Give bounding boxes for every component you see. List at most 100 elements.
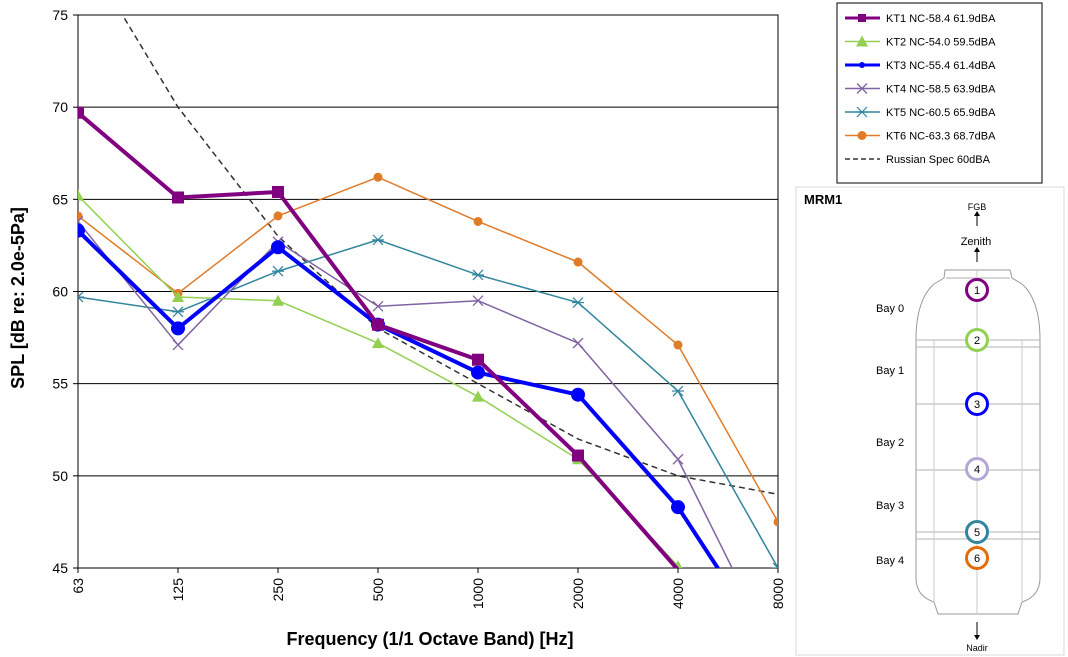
marker-x-stroke — [172, 339, 184, 351]
legend: KT1 NC-58.4 61.9dBA KT2 NC-54.0 59.5dBA KT… — [836, 2, 1043, 184]
series-line — [78, 239, 778, 568]
bay-labels: Bay 0 Bay 1 Bay 2 Bay 3 Bay 4 — [876, 303, 904, 567]
mic-location-5: 5 — [965, 520, 989, 544]
bay-label: Bay 0 — [876, 303, 904, 315]
legend-label: KT2 NC-54.0 59.5dBA — [886, 37, 996, 49]
mic-location-6: 6 — [965, 546, 989, 570]
x-tick-label: 500 — [370, 578, 386, 602]
diagram-frame — [795, 186, 1065, 656]
legend-label: Russian Spec 60dBA — [886, 154, 991, 166]
zenith-label: Zenith — [961, 236, 992, 248]
marker-circle — [571, 387, 585, 402]
marker-square — [858, 14, 866, 22]
marker-star — [572, 297, 584, 308]
marker-star — [78, 291, 84, 303]
marker-star-stroke — [78, 296, 84, 303]
series-line — [78, 176, 778, 523]
bay-label: Bay 4 — [876, 555, 904, 567]
marker-square — [78, 106, 84, 119]
mic-location-number: 4 — [974, 464, 980, 476]
marker-dot — [673, 340, 683, 350]
marker-x-stroke — [572, 337, 584, 349]
mic-location-ring — [965, 520, 989, 544]
y-axis-ticks: 45 50 55 60 65 70 75 — [52, 7, 78, 576]
marker-dot — [773, 517, 778, 527]
series-5 — [78, 234, 778, 568]
nadir-arrow-head — [974, 635, 980, 640]
marker-circle — [78, 223, 85, 238]
marker-star — [172, 306, 184, 318]
mic-location-3: 3 — [965, 392, 989, 416]
legend-entry: KT6 NC-63.3 68.7dBA — [845, 131, 996, 143]
marker-dot — [857, 131, 867, 140]
mic-location-ring — [965, 546, 989, 570]
legend-label: KT4 NC-58.5 63.9dBA — [886, 84, 996, 96]
x-axis-ticks: 63 125 250 500 1000 2000 4000 8000 — [70, 568, 786, 609]
marker-square — [172, 191, 184, 204]
mic-location-ring — [965, 392, 989, 416]
bay-label: Bay 1 — [876, 365, 904, 377]
marker-triangle — [172, 291, 184, 303]
marker-square — [372, 318, 384, 331]
mic-location-number: 6 — [974, 553, 980, 565]
marker-x-stroke — [78, 215, 84, 223]
bay-label: Bay 2 — [876, 437, 904, 449]
legend-label: KT5 NC-60.5 65.9dBA — [886, 107, 996, 119]
zenith-arrow-head — [974, 247, 980, 252]
legend-box — [836, 2, 1043, 184]
series-3 — [78, 223, 721, 568]
mic-location-ring — [965, 328, 989, 352]
y-tick-label: 45 — [52, 560, 68, 576]
x-tick-label: 4000 — [670, 578, 686, 609]
nadir-label: Nadir — [966, 643, 988, 653]
plot-area — [77, 14, 779, 569]
marker-star — [672, 385, 684, 397]
marker-circle — [171, 321, 185, 336]
marker-circle — [271, 240, 285, 255]
series-layer — [78, 15, 778, 568]
marker-star — [772, 562, 778, 568]
marker-star — [856, 106, 868, 118]
series-line — [78, 220, 733, 568]
y-tick-label: 55 — [52, 376, 68, 392]
marker-x — [172, 339, 184, 351]
marker-x — [472, 295, 484, 307]
marker-triangle — [472, 390, 484, 402]
marker-square — [472, 353, 484, 366]
legend-entry: KT4 NC-58.5 63.9dBA — [845, 83, 996, 96]
x-tick-label: 125 — [170, 578, 186, 602]
marker-x — [572, 337, 584, 349]
marker-x — [856, 83, 868, 94]
legend-entry: KT3 NC-55.4 61.4dBA — [845, 60, 996, 72]
y-tick-label: 60 — [52, 284, 68, 300]
series-line — [121, 15, 778, 496]
marker-star-stroke — [772, 562, 778, 568]
legend-entry: KT1 NC-58.4 61.9dBA — [845, 13, 996, 25]
marker-x-stroke — [856, 83, 868, 94]
series-7 — [121, 15, 778, 496]
mic-location-number: 3 — [974, 399, 980, 411]
marker-triangle — [78, 189, 84, 201]
mic-location-4: 4 — [965, 457, 989, 481]
marker-star-stroke — [78, 291, 84, 298]
marker-circle — [671, 500, 685, 515]
legend-label: KT3 NC-55.4 61.4dBA — [886, 60, 996, 72]
mic-location-number: 2 — [974, 335, 980, 347]
marker-dot — [859, 62, 865, 68]
mic-location-ring — [965, 457, 989, 481]
marker-dot — [273, 211, 283, 221]
fgb-arrow-head — [974, 211, 980, 216]
legend-entry: Russian Spec 60dBA — [845, 154, 991, 166]
x-tick-label: 8000 — [770, 578, 786, 609]
marker-star — [272, 265, 284, 277]
marker-dot — [373, 172, 383, 182]
y-tick-label: 50 — [52, 468, 68, 484]
bay-label: Bay 3 — [876, 500, 904, 512]
fgb-label: FGB — [968, 202, 987, 212]
mic-locations: 1 2 3 4 5 6 — [965, 278, 989, 570]
mic-location-2: 2 — [965, 328, 989, 352]
legend-label: KT6 NC-63.3 68.7dBA — [886, 131, 996, 143]
y-tick-label: 75 — [52, 7, 68, 23]
